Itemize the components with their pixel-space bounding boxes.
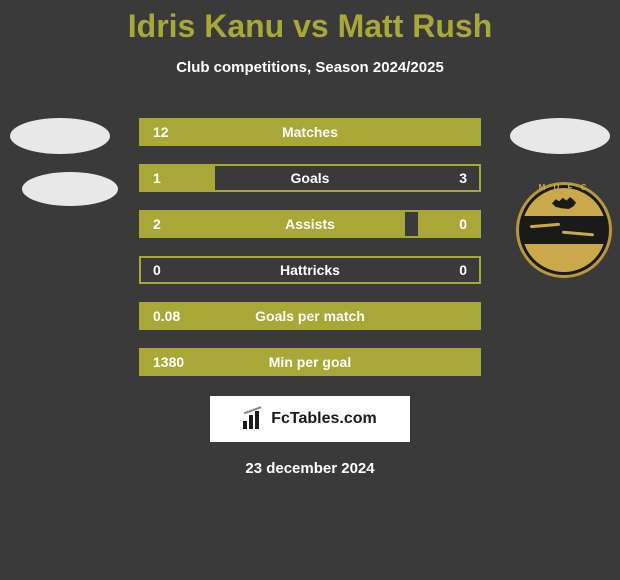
stat-label: Goals per match (141, 308, 479, 324)
comparison-card: Idris Kanu vs Matt Rush Club competition… (0, 0, 620, 580)
stat-label: Matches (141, 124, 479, 140)
stat-label: Assists (141, 216, 479, 232)
stat-row: 12Matches (139, 118, 481, 146)
date-label: 23 december 2024 (245, 460, 374, 477)
player-left-avatar-placeholder (10, 118, 110, 154)
fctables-text: FcTables.com (271, 410, 377, 428)
badge-shield-icon (522, 188, 606, 272)
bar-chart-icon (243, 409, 265, 429)
player-right-avatar-placeholder (510, 118, 610, 154)
stat-row: 1380Min per goal (139, 348, 481, 376)
stat-label: Goals (141, 170, 479, 186)
stat-row: 2Assists0 (139, 210, 481, 238)
stat-value-right: 3 (459, 170, 467, 186)
page-title: Idris Kanu vs Matt Rush (128, 8, 493, 45)
stat-label: Min per goal (141, 354, 479, 370)
stat-value-right: 0 (459, 216, 467, 232)
stat-label: Hattricks (141, 262, 479, 278)
stat-row: 0Hattricks0 (139, 256, 481, 284)
team-right-badge: M U F C (516, 182, 612, 278)
stat-row: 0.08Goals per match (139, 302, 481, 330)
stats-container: 12Matches1Goals32Assists00Hattricks00.08… (139, 118, 481, 376)
team-left-badge-placeholder (22, 172, 118, 206)
fctables-logo: FcTables.com (210, 396, 410, 442)
stat-row: 1Goals3 (139, 164, 481, 192)
stat-value-right: 0 (459, 262, 467, 278)
page-subtitle: Club competitions, Season 2024/2025 (176, 59, 444, 76)
